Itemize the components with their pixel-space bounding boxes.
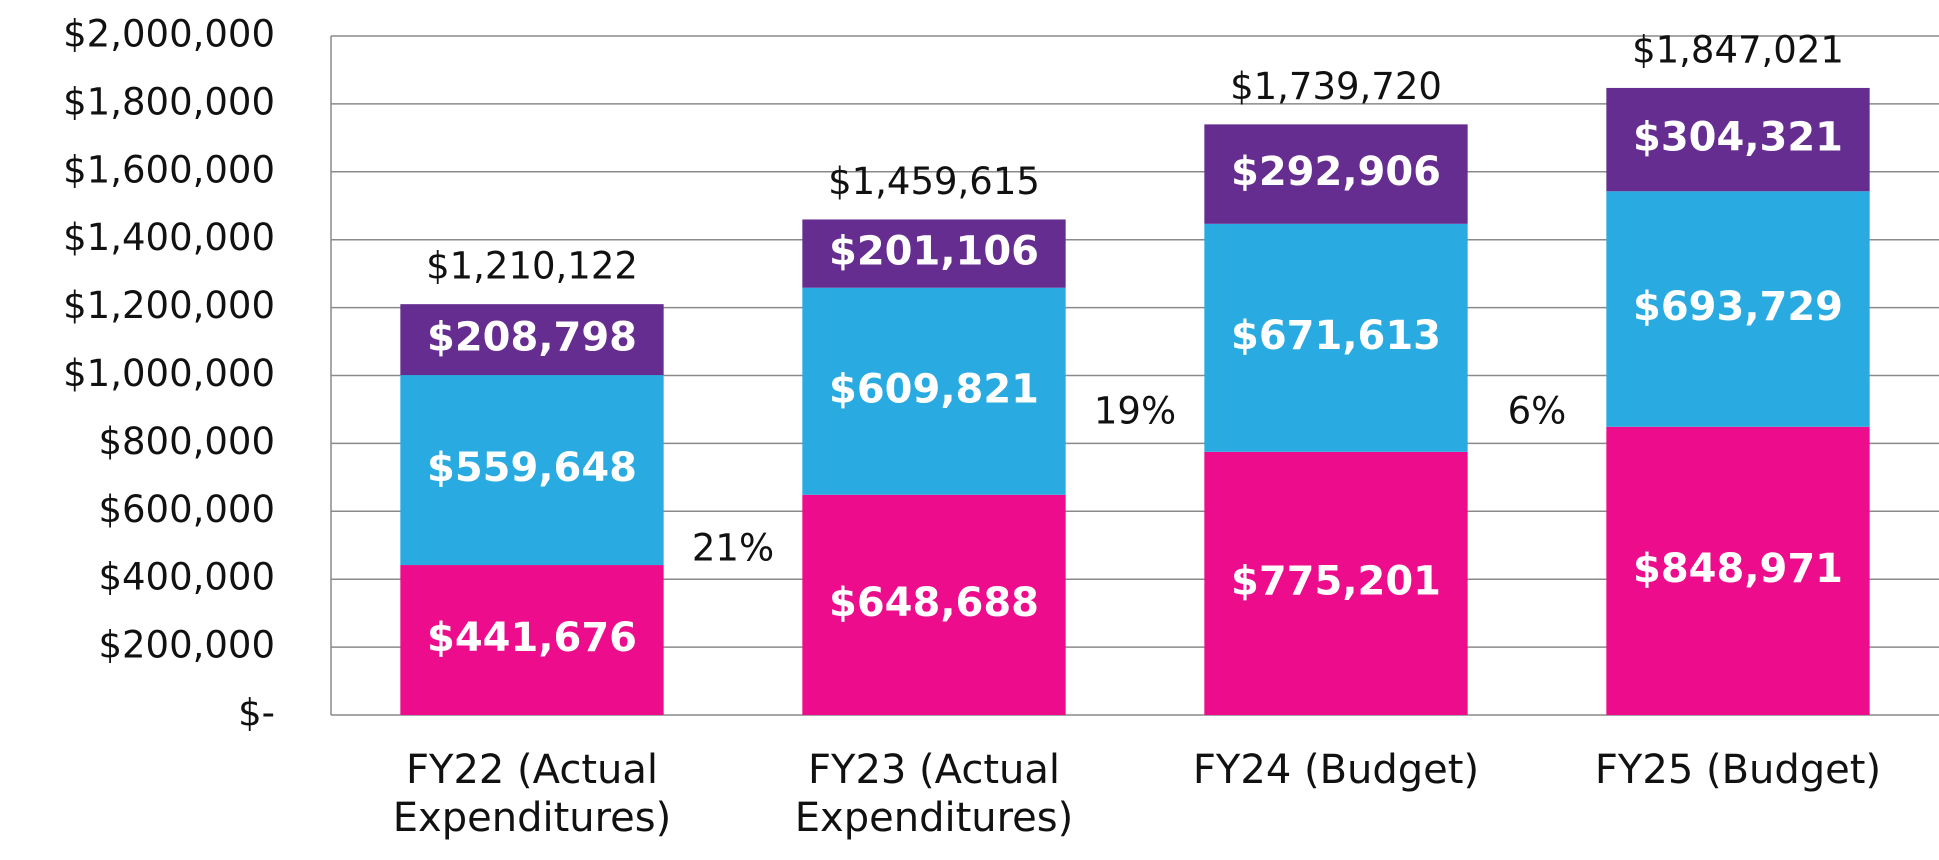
- bar-segment: [802, 219, 1066, 288]
- bar-segment: [802, 494, 1066, 715]
- y-tick-label: $1,800,000: [63, 80, 275, 123]
- data-label: $559,648: [427, 445, 637, 491]
- y-tick-label: $400,000: [98, 556, 275, 599]
- data-label: $671,613: [1231, 313, 1441, 359]
- growth-label: 21%: [692, 527, 774, 570]
- bar-segment: [400, 304, 664, 376]
- data-label: $304,321: [1633, 115, 1843, 161]
- data-label: $775,201: [1231, 558, 1441, 604]
- bar-segment: [1204, 223, 1468, 452]
- y-tick-label: $800,000: [98, 420, 275, 463]
- x-tick-label: FY23 (Actual Expenditures): [794, 747, 1074, 841]
- x-tick-label: FY22 (Actual Expenditures): [392, 747, 672, 841]
- bar-segment: [1204, 124, 1468, 224]
- bar-segment: [802, 287, 1066, 495]
- x-tick-label: FY25 (Budget): [1594, 747, 1882, 793]
- bar-segment: [1606, 426, 1870, 715]
- total-label: $1,459,615: [828, 160, 1040, 203]
- y-tick-label: $200,000: [98, 624, 275, 667]
- growth-label: 19%: [1094, 390, 1176, 433]
- bar-segment: [400, 565, 664, 715]
- data-label: $292,906: [1231, 149, 1441, 195]
- data-label: $693,729: [1633, 284, 1843, 330]
- total-label: $1,210,122: [426, 245, 638, 288]
- bar-segment: [400, 375, 664, 566]
- y-tick-label: $600,000: [98, 488, 275, 531]
- data-label: $208,798: [427, 315, 637, 361]
- y-tick-label: $2,000,000: [63, 13, 275, 56]
- y-tick-label: $1,200,000: [63, 284, 275, 327]
- y-tick-label: $1,600,000: [63, 148, 275, 191]
- bar-segment: [1606, 87, 1870, 192]
- growth-label: 6%: [1508, 390, 1567, 433]
- y-tick-label: $-: [238, 692, 275, 735]
- data-label: $201,106: [829, 229, 1039, 275]
- total-label: $1,847,021: [1632, 28, 1844, 71]
- data-label: $648,688: [829, 580, 1039, 626]
- data-label: $441,676: [427, 615, 637, 661]
- data-label: $609,821: [829, 366, 1039, 412]
- data-label: $848,971: [1633, 546, 1843, 592]
- y-tick-label: $1,000,000: [63, 352, 275, 395]
- bar-segment: [1606, 191, 1870, 427]
- total-label: $1,739,720: [1230, 65, 1442, 108]
- bar-segment: [1204, 451, 1468, 715]
- y-tick-label: $1,400,000: [63, 216, 275, 259]
- x-tick-label: FY24 (Budget): [1192, 747, 1480, 793]
